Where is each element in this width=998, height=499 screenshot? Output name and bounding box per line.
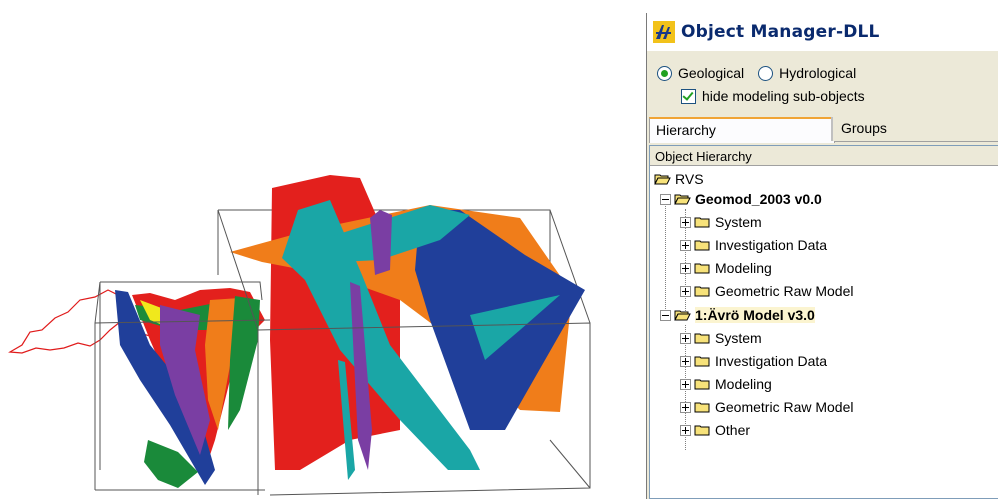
tree-node-label: Geometric Raw Model	[715, 283, 854, 299]
tree-node-label: Geomod_2003 v0.0	[695, 191, 822, 207]
folder-icon	[694, 402, 710, 413]
expand-toggle[interactable]	[680, 216, 691, 228]
tree-node-model-2[interactable]: 1:Ävrö Model v3.0	[660, 305, 815, 325]
tree-node-item[interactable]: Geometric Raw Model	[680, 281, 854, 301]
window-title: Object Manager-DLL	[681, 22, 880, 42]
folder-icon	[694, 286, 710, 297]
hide-subobjects-checkbox[interactable]	[681, 88, 696, 104]
geological-radio[interactable]	[657, 65, 672, 81]
tab-strip: Hierarchy Groups	[649, 117, 998, 143]
tree-node-label: Modeling	[715, 260, 772, 276]
folder-icon	[694, 379, 710, 390]
tree-node-item[interactable]: Modeling	[680, 374, 772, 394]
folder-icon	[694, 217, 710, 228]
folder-icon	[694, 240, 710, 251]
hydrological-radio[interactable]	[758, 65, 774, 81]
folder-icon	[694, 333, 710, 344]
expand-toggle[interactable]	[680, 424, 691, 436]
tree-node-label: System	[715, 214, 762, 230]
expand-toggle[interactable]	[680, 378, 691, 390]
tree-node-label-selected: 1:Ävrö Model v3.0	[695, 307, 815, 323]
tree-node-model-1[interactable]: Geomod_2003 v0.0	[660, 189, 822, 209]
expand-toggle[interactable]	[680, 239, 691, 251]
open-folder-icon	[674, 194, 691, 205]
expand-toggle[interactable]	[680, 262, 691, 274]
title-bar[interactable]: Object Manager-DLL	[647, 13, 998, 51]
tree-node-item[interactable]: System	[680, 212, 762, 232]
open-folder-icon	[674, 310, 691, 321]
tree-node-item[interactable]: Other	[680, 420, 750, 440]
tree-node-label: Geometric Raw Model	[715, 399, 854, 415]
tree-node-root[interactable]: RVS	[654, 169, 704, 189]
open-folder-icon	[654, 174, 671, 185]
tree-guide-line	[685, 209, 686, 311]
tree-node-item[interactable]: Geometric Raw Model	[680, 397, 854, 417]
tab-hierarchy[interactable]: Hierarchy	[649, 117, 835, 143]
geological-model-render	[8, 175, 591, 496]
expand-toggle[interactable]	[680, 401, 691, 413]
tree-node-label: Modeling	[715, 376, 772, 392]
tree-node-label: System	[715, 330, 762, 346]
options-panel: Geological Hydrological hide modeling su…	[647, 51, 998, 125]
geological-radio-label[interactable]: Geological	[678, 65, 745, 81]
collapse-toggle[interactable]	[660, 193, 671, 205]
hydrological-radio-label[interactable]: Hydrological	[779, 65, 857, 81]
folder-icon	[694, 425, 710, 436]
model-type-radio-group: Geological Hydrological	[657, 65, 870, 81]
collapse-toggle[interactable]	[660, 309, 671, 321]
expand-toggle[interactable]	[680, 355, 691, 367]
folder-icon	[694, 263, 710, 274]
tree-guide-line	[665, 198, 666, 315]
tree-node-label: Investigation Data	[715, 353, 828, 369]
folder-icon	[694, 356, 710, 367]
hide-subobjects-label[interactable]: hide modeling sub-objects	[702, 88, 865, 104]
object-manager-window: Object Manager-DLL Geological Hydrologic…	[646, 13, 998, 499]
3d-model-viewport[interactable]	[0, 0, 640, 499]
tab-groups[interactable]: Groups	[831, 117, 998, 141]
tree-node-label: Investigation Data	[715, 237, 828, 253]
tree-node-item[interactable]: Investigation Data	[680, 235, 827, 255]
tree-node-label: RVS	[675, 171, 704, 187]
panel-header: Object Hierarchy	[650, 146, 998, 166]
app-logo-icon	[653, 21, 675, 43]
tree-node-label: Other	[715, 422, 751, 438]
hide-subobjects-option: hide modeling sub-objects	[681, 88, 865, 104]
tree-node-item[interactable]: System	[680, 328, 762, 348]
expand-toggle[interactable]	[680, 332, 691, 344]
expand-toggle[interactable]	[680, 285, 691, 297]
tree-node-item[interactable]: Modeling	[680, 258, 772, 278]
hierarchy-panel: Object Hierarchy RVS Geomod_2003 v0.0 Sy…	[649, 145, 998, 499]
tree-node-item[interactable]: Investigation Data	[680, 351, 827, 371]
